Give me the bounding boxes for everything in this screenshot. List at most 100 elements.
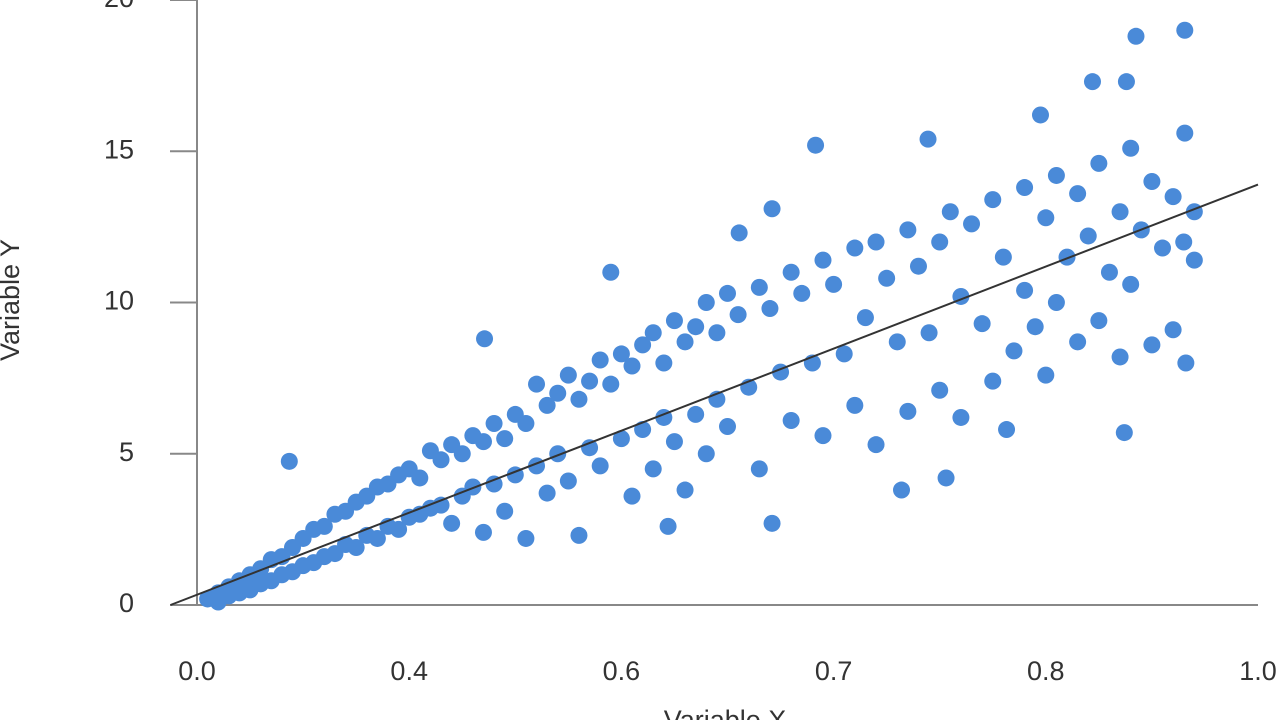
- point: [623, 487, 641, 505]
- point: [1058, 248, 1076, 266]
- point: [1037, 366, 1055, 384]
- point: [1100, 263, 1118, 281]
- point: [687, 318, 705, 336]
- point: [665, 312, 683, 330]
- point: [846, 239, 864, 257]
- point: [952, 408, 970, 426]
- point: [856, 309, 874, 327]
- point: [687, 405, 705, 423]
- point: [634, 336, 652, 354]
- point: [315, 517, 333, 535]
- point: [280, 452, 298, 470]
- y-tick-label: 5: [119, 437, 134, 467]
- point: [474, 523, 492, 541]
- y-axis-title: Variable Y: [0, 239, 25, 361]
- point: [719, 418, 736, 436]
- point: [1122, 139, 1140, 157]
- point: [846, 396, 864, 414]
- point: [1176, 124, 1194, 142]
- point: [888, 333, 906, 351]
- point: [1154, 239, 1172, 257]
- point: [1177, 354, 1195, 372]
- point: [998, 421, 1016, 439]
- y-tick-label: 0: [119, 588, 134, 618]
- point: [835, 345, 853, 363]
- x-axis-title: Variable X: [664, 705, 787, 720]
- point: [814, 427, 832, 445]
- point: [994, 248, 1012, 266]
- point: [937, 469, 955, 487]
- point: [1164, 321, 1182, 339]
- point: [644, 324, 662, 342]
- point: [612, 345, 630, 363]
- point: [899, 402, 917, 420]
- x-tick-label: 0.7: [815, 656, 853, 686]
- point: [793, 284, 811, 302]
- point: [1176, 21, 1194, 39]
- point: [432, 496, 450, 514]
- point: [814, 251, 832, 269]
- point: [559, 472, 577, 490]
- point: [909, 257, 927, 275]
- x-tick-label: 0.0: [178, 656, 216, 686]
- point: [697, 294, 715, 311]
- point: [1111, 348, 1129, 366]
- point: [708, 324, 726, 342]
- point: [517, 529, 535, 547]
- point: [1122, 275, 1140, 293]
- point: [984, 372, 1002, 390]
- point: [347, 539, 365, 557]
- point: [474, 433, 492, 451]
- point: [496, 430, 514, 448]
- point: [1090, 312, 1108, 330]
- point: [730, 224, 748, 242]
- point: [919, 130, 937, 148]
- point: [782, 263, 800, 281]
- point: [368, 529, 386, 547]
- point: [443, 514, 461, 532]
- point: [931, 233, 949, 251]
- point: [893, 481, 911, 499]
- point: [1185, 251, 1203, 269]
- x-tick-label: 0.8: [1027, 656, 1065, 686]
- point: [1164, 188, 1182, 206]
- point: [390, 520, 408, 538]
- point: [676, 333, 694, 351]
- point: [878, 269, 896, 287]
- point: [1069, 333, 1087, 351]
- point: [1175, 233, 1193, 251]
- point: [496, 502, 514, 520]
- point: [612, 430, 630, 448]
- point: [570, 526, 588, 544]
- point: [1069, 185, 1087, 203]
- point: [591, 457, 609, 475]
- point: [729, 306, 747, 324]
- point: [453, 445, 471, 463]
- point: [1083, 73, 1101, 91]
- point: [476, 330, 494, 348]
- point: [1127, 27, 1145, 45]
- point: [549, 384, 567, 402]
- point: [559, 366, 577, 384]
- point: [1026, 318, 1044, 336]
- point: [676, 481, 694, 499]
- point: [931, 381, 949, 399]
- point: [570, 390, 588, 408]
- point: [807, 136, 825, 154]
- point: [867, 233, 885, 251]
- point: [973, 315, 991, 333]
- point: [750, 460, 768, 478]
- point: [581, 439, 599, 457]
- point: [1115, 424, 1133, 442]
- x-tick-label: 0.4: [390, 656, 428, 686]
- point: [602, 375, 620, 393]
- point: [941, 203, 959, 221]
- point: [485, 475, 503, 493]
- point: [528, 375, 546, 393]
- point: [485, 415, 503, 432]
- y-tick-label: 10: [104, 286, 134, 316]
- point: [634, 421, 652, 439]
- point: [719, 284, 736, 302]
